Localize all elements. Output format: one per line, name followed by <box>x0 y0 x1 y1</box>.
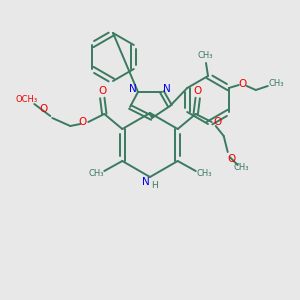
Text: N: N <box>129 84 137 94</box>
Text: O: O <box>39 104 47 114</box>
Text: O: O <box>228 154 236 164</box>
Text: CH₃: CH₃ <box>88 169 104 178</box>
Text: O: O <box>214 117 222 127</box>
Text: CH₃: CH₃ <box>234 164 250 172</box>
Text: O: O <box>239 79 247 89</box>
Text: O: O <box>194 86 202 96</box>
Text: CH₃: CH₃ <box>197 169 212 178</box>
Text: CH₃: CH₃ <box>268 80 283 88</box>
Text: O: O <box>98 86 106 96</box>
Text: O: O <box>78 117 86 127</box>
Text: H: H <box>151 182 158 190</box>
Text: OCH₃: OCH₃ <box>15 95 37 104</box>
Text: N: N <box>163 84 171 94</box>
Text: CH₃: CH₃ <box>197 52 213 61</box>
Text: N: N <box>142 177 150 187</box>
